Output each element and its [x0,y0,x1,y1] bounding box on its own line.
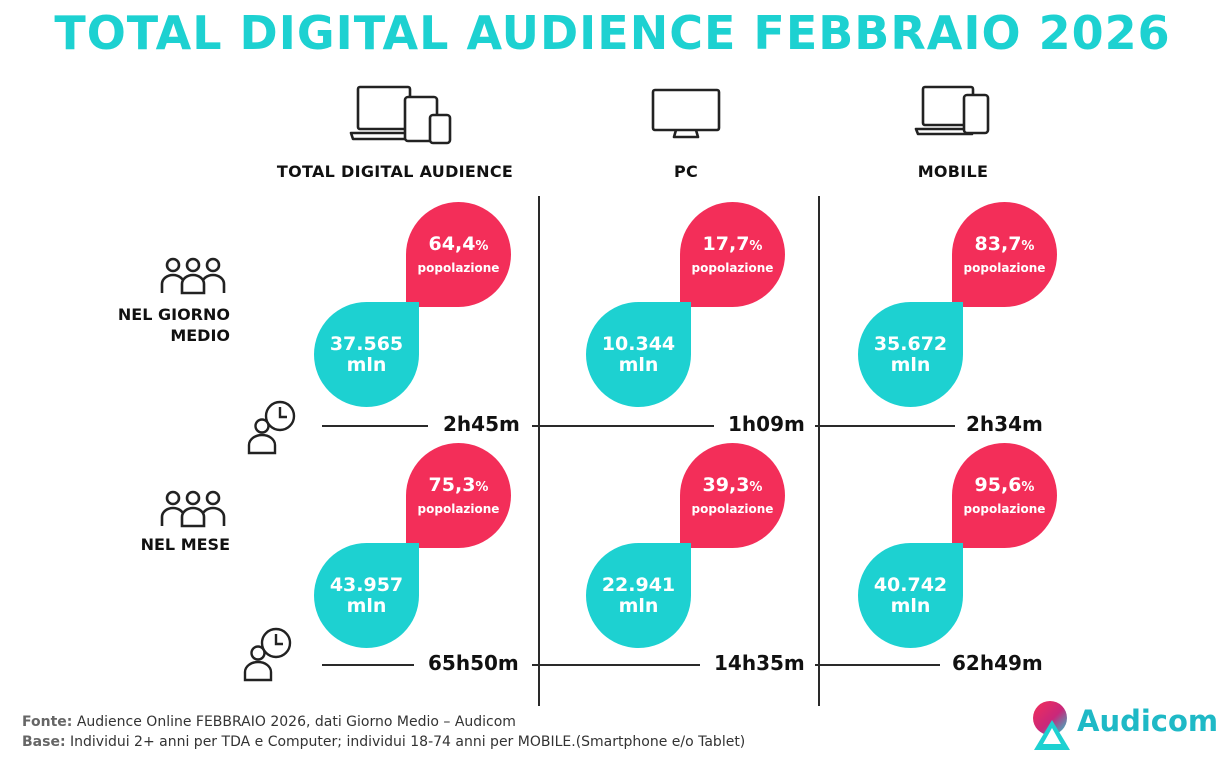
population-pct-blob: 95,6% popolazione [952,443,1057,548]
users-blob: 37.565 mln [314,302,419,407]
pct-unit: % [1021,480,1035,495]
users-value: 40.742 [873,573,948,596]
users-value: 37.565 [329,332,404,355]
footer-source: Fonte: Audience Online FEBBRAIO 2026, da… [22,714,516,730]
row-label-mese: NEL MESE [60,534,230,555]
pct-value: 39,3 [702,474,750,496]
time-value: 2h34m [966,412,1043,436]
row-label-line: MEDIO [170,326,230,345]
time-value: 14h35m [714,651,805,675]
footer-source-text: Audience Online FEBBRAIO 2026, dati Gior… [76,714,516,730]
time-line [532,425,714,427]
users-unit: mln [346,353,387,376]
users-blob: 35.672 mln [858,302,963,407]
time-value: 62h49m [952,651,1043,675]
footer-source-label: Fonte: [22,714,73,730]
population-pct-blob: 39,3% popolazione [680,443,785,548]
page-title: TOTAL DIGITAL AUDIENCE FEBBRAIO 2026 [54,6,1171,60]
pct-label: popolazione [691,261,774,275]
column-divider [538,196,540,706]
time-line [815,425,955,427]
pct-value: 83,7 [974,233,1022,255]
pct-label: popolazione [691,502,774,516]
laptop-phone-icon [914,85,990,136]
row-label-line: NEL MESE [140,535,230,554]
pct-value: 17,7 [702,233,750,255]
pct-value: 64,4 [428,233,476,255]
time-line [532,664,700,666]
user-clock-icon [243,627,292,682]
footer-base: Base: Individui 2+ anni per TDA e Comput… [22,734,745,750]
pct-unit: % [749,480,763,495]
users-group-icon [160,257,226,295]
laptop-tablet-phone-icon [349,85,452,145]
users-value: 35.672 [873,332,948,355]
time-line [322,425,428,427]
users-blob: 10.344 mln [586,302,691,407]
users-group-icon [160,490,226,528]
users-value: 22.941 [601,573,676,596]
user-clock-icon [247,400,296,455]
column-header-mobile: MOBILE [917,162,989,181]
users-blob: 43.957 mln [314,543,419,648]
time-value: 1h09m [728,412,805,436]
footer-base-text: Individui 2+ anni per TDA e Computer; in… [70,734,746,750]
column-header-pc: PC [673,162,699,181]
users-value: 43.957 [329,573,404,596]
brand-name: Audicom [1077,704,1219,738]
pct-label: popolazione [963,261,1046,275]
pct-value: 95,6 [974,474,1022,496]
pct-unit: % [749,239,763,254]
population-pct-blob: 83,7% popolazione [952,202,1057,307]
pct-label: popolazione [963,502,1046,516]
users-unit: mln [890,353,931,376]
time-value: 65h50m [428,651,519,675]
users-value: 10.344 [601,332,676,355]
pct-unit: % [475,239,489,254]
time-line [815,664,940,666]
population-pct-blob: 75,3% popolazione [406,443,511,548]
users-blob: 40.742 mln [858,543,963,648]
users-unit: mln [618,594,659,617]
time-line [322,664,414,666]
population-pct-blob: 17,7% popolazione [680,202,785,307]
pct-unit: % [475,480,489,495]
users-unit: mln [618,353,659,376]
column-header-tda: TOTAL DIGITAL AUDIENCE [276,162,514,181]
users-blob: 22.941 mln [586,543,691,648]
column-divider [818,196,820,706]
pct-unit: % [1021,239,1035,254]
users-unit: mln [346,594,387,617]
pct-label: popolazione [417,502,500,516]
row-label-line: NEL GIORNO [117,305,230,324]
audicom-logo-icon [1033,701,1070,750]
footer-base-label: Base: [22,734,66,750]
pct-label: popolazione [417,261,500,275]
users-unit: mln [890,594,931,617]
pct-value: 75,3 [428,474,476,496]
desktop-monitor-icon [651,88,721,139]
population-pct-blob: 64,4% popolazione [406,202,511,307]
row-label-giorno-medio: NEL GIORNO MEDIO [60,304,230,346]
time-value: 2h45m [443,412,520,436]
